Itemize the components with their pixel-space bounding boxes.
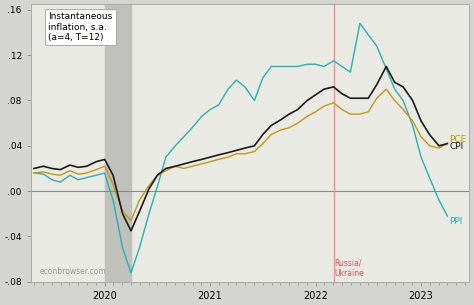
Bar xyxy=(105,4,131,282)
Text: PPI: PPI xyxy=(449,217,463,226)
Text: Instantaneous
inflation, s.a.
(a=4, T=12): Instantaneous inflation, s.a. (a=4, T=12… xyxy=(48,13,113,42)
Text: PCE: PCE xyxy=(449,135,467,144)
Text: econbrowser.com: econbrowser.com xyxy=(39,267,106,276)
Text: Russia/
Ukraine: Russia/ Ukraine xyxy=(335,258,365,278)
Text: CPI: CPI xyxy=(449,142,464,152)
